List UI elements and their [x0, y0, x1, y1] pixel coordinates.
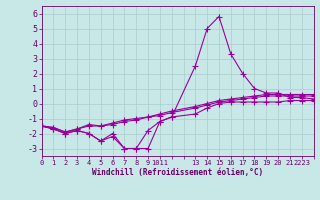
X-axis label: Windchill (Refroidissement éolien,°C): Windchill (Refroidissement éolien,°C) [92, 168, 263, 177]
